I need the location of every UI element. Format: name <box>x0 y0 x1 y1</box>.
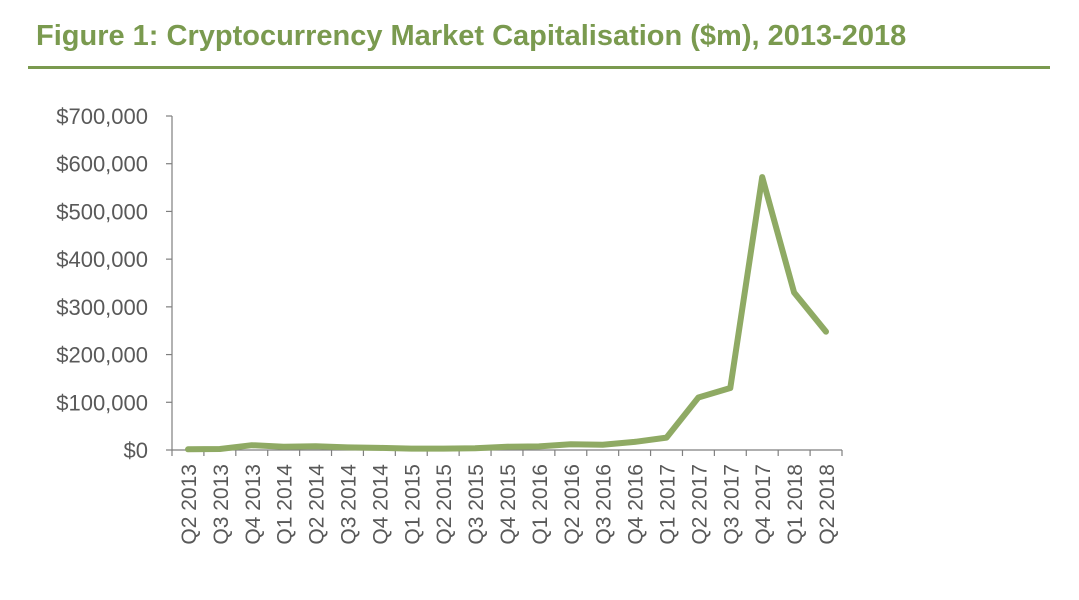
x-tick-label: Q3 2016 <box>593 464 616 545</box>
y-tick-label: $200,000 <box>56 343 148 368</box>
x-axis: Q2 2013 Q3 2013 Q4 2013 Q1 2014 Q2 2014 Q3 20… <box>171 449 843 545</box>
data-point <box>824 329 829 334</box>
x-tick-label: Q3 2017 <box>720 464 743 545</box>
x-tick-label: Q2 2015 <box>433 464 456 545</box>
x-tick-label: Q1 2018 <box>784 464 807 545</box>
x-tick-label: Q1 2017 <box>657 464 680 545</box>
x-tick-label: Q2 2014 <box>306 464 329 545</box>
x-tick-label: Q2 2018 <box>816 464 839 545</box>
x-tick-label: Q3 2013 <box>210 464 233 545</box>
x-tick-label: Q4 2013 <box>242 464 265 545</box>
series-group <box>185 174 829 453</box>
data-point <box>217 447 222 452</box>
x-tick-label: Q4 2016 <box>625 464 648 545</box>
data-point <box>249 443 254 448</box>
data-point <box>281 444 286 449</box>
y-tick-label: $500,000 <box>56 199 148 224</box>
data-point <box>728 386 733 391</box>
data-point <box>409 446 414 451</box>
data-point <box>441 446 446 451</box>
x-tick-label: Q2 2017 <box>688 464 711 545</box>
data-point <box>760 175 765 180</box>
y-axis: $0 $100,000 $200,000 $300,000 $400,000 $500,0… <box>56 104 173 463</box>
y-tick-label: $100,000 <box>56 390 148 415</box>
x-tick-label: Q1 2016 <box>529 464 552 545</box>
y-tick-label: $0 <box>124 438 148 463</box>
data-point <box>600 442 605 447</box>
data-point <box>632 439 637 444</box>
y-tick-label: $300,000 <box>56 295 148 320</box>
x-tick-label: Q2 2016 <box>561 464 584 545</box>
data-point <box>186 447 191 452</box>
x-tick-label: Q1 2015 <box>401 464 424 545</box>
data-point <box>313 444 318 449</box>
series-line <box>185 174 829 453</box>
data-point <box>536 444 541 449</box>
y-tick-label: $700,000 <box>56 104 148 129</box>
data-point <box>792 290 797 295</box>
data-point <box>505 444 510 449</box>
x-tick-label: Q2 2013 <box>178 464 201 545</box>
y-tick-label: $400,000 <box>56 247 148 272</box>
x-tick-label: Q3 2014 <box>337 464 360 545</box>
x-tick-label: Q4 2014 <box>369 464 392 545</box>
x-tick-label: Q3 2015 <box>465 464 488 545</box>
data-point <box>568 442 573 447</box>
data-point <box>473 446 478 451</box>
title-divider <box>28 66 1050 69</box>
x-tick-label: Q4 2017 <box>752 464 775 545</box>
data-point <box>345 445 350 450</box>
data-point <box>377 445 382 450</box>
data-point <box>664 435 669 440</box>
data-point <box>696 395 701 400</box>
x-tick-label: Q1 2014 <box>274 464 297 545</box>
x-tick-label: Q4 2015 <box>497 464 520 545</box>
y-tick-label: $600,000 <box>56 152 148 177</box>
figure-title: Figure 1: Cryptocurrency Market Capitali… <box>36 20 907 52</box>
